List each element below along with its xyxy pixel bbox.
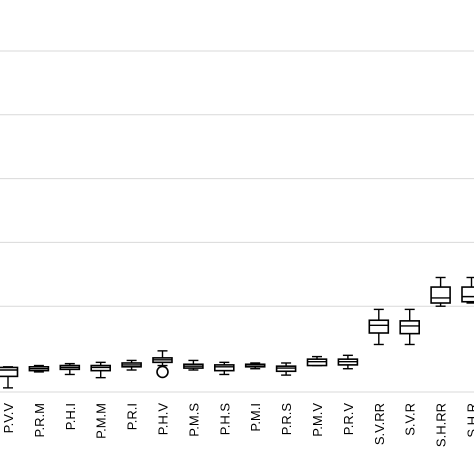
x-tick-label: S.H.R [465,403,474,438]
box-p-r-m [28,364,50,373]
box-p-m-s [183,359,204,371]
iqr-box [368,319,390,334]
category-tick-labels: P.V.V P.R.M P.H.I P.M.M P.R.I P.H.V P.M.S P.H.S… [1,403,474,447]
x-tick-label: P.H.I [63,403,78,430]
box-p-v-v [0,366,19,389]
box-p-h-v [152,350,173,379]
iqr-box [430,286,451,304]
x-tick-label: P.M.I [248,403,263,432]
box-p-r-i [121,359,142,371]
box-series [0,276,474,389]
box-p-h-i [59,362,81,376]
box-p-r-s [275,362,297,376]
iqr-box [399,320,421,335]
iqr-box [0,366,19,378]
x-tick-label: P.M.V [310,403,325,437]
x-tick-label: P.M.S [186,403,201,437]
outlier-point [156,365,169,379]
x-tick-label: P.R.I [125,403,140,430]
grid-lines [0,50,474,307]
x-tick-label: S.H.RR [434,403,449,447]
x-tick-label: P.V.V [1,403,16,434]
x-tick-label: S.V.R [403,403,418,436]
box-p-m-m [90,361,111,379]
box-p-m-i [244,362,266,370]
box-s-v-rr [368,308,390,346]
box-s-v-r [399,308,421,346]
iqr-box [461,286,474,303]
x-tick-label: P.R.V [341,403,356,436]
box-s-h-rr [430,276,451,307]
x-tick-label: P.R.M [32,403,47,437]
iqr-box [214,364,235,372]
box-p-h-s [214,361,235,376]
box-s-h-r [461,276,474,304]
box-p-r-v [337,354,359,370]
x-tick-label: P.R.S [279,403,294,436]
box-p-m-v [306,355,328,367]
x-tick-label: P.M.M [94,403,109,439]
x-tick-label: P.H.V [156,403,171,436]
x-tick-label: S.V.RR [372,403,387,445]
x-tick-label: P.H.S [217,403,232,436]
